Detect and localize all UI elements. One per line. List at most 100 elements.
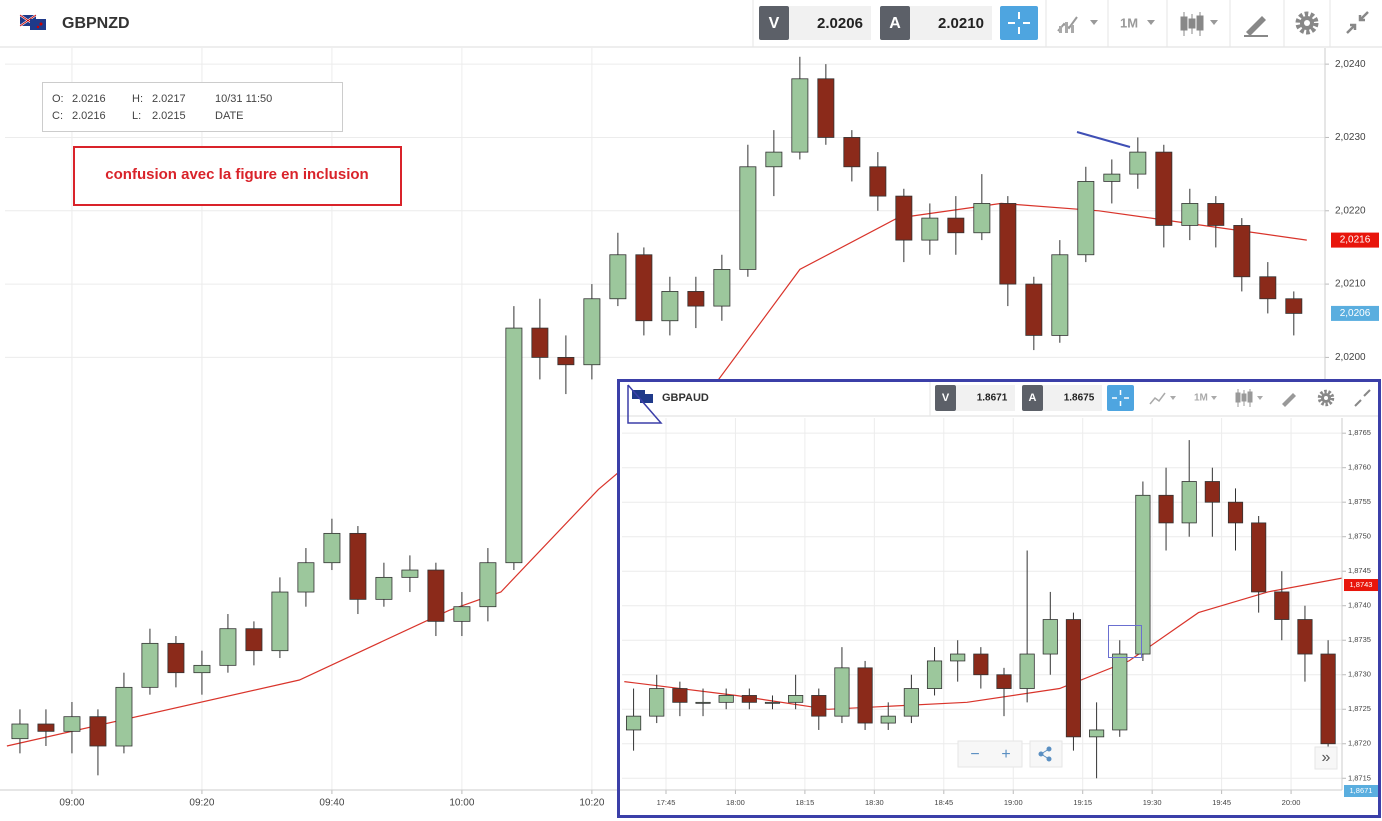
price-tag: [1344, 579, 1378, 592]
zoom-group: [957, 740, 1023, 768]
x-tick-label: 19:00: [1004, 798, 1023, 807]
inset-indicators-button[interactable]: [1149, 392, 1166, 405]
candle-body-up: [791, 78, 809, 153]
candle-body-up: [788, 695, 804, 703]
candle-body-down: [1025, 283, 1043, 336]
candle-body-down: [1274, 591, 1290, 620]
settings-button[interactable]: [1295, 11, 1319, 35]
ask-button[interactable]: [880, 6, 910, 40]
annotation-text: confusion avec la figure en inclusion: [105, 166, 368, 183]
candle-body-down: [1233, 225, 1251, 278]
trend-line[interactable]: [1076, 131, 1131, 148]
inset-settings-button[interactable]: [1317, 389, 1335, 407]
candle-body-up: [973, 203, 991, 234]
bid-box[interactable]: [789, 6, 871, 40]
moving-average: [6, 202, 1307, 747]
zoom-in[interactable]: +: [1001, 746, 1010, 763]
inset-bid-box[interactable]: [956, 385, 1015, 411]
x-tick-label: 18:00: [726, 798, 745, 807]
candle-body-down: [167, 642, 185, 674]
x-tick-label: 19:30: [1143, 798, 1162, 807]
candle-body-up: [713, 269, 731, 307]
zoom-out[interactable]: −: [970, 746, 979, 763]
candle-body-up: [479, 562, 497, 608]
candle-body-down: [687, 291, 705, 307]
candle-body-up: [1103, 173, 1121, 182]
candle-body-down: [1158, 494, 1174, 524]
main-chart: 2,0240 2,0230 2,0220 2,0210 2,0200 09:00 09:20…: [5, 48, 1379, 809]
inset-chart-type-button[interactable]: [1235, 389, 1263, 407]
plot-area: [6, 56, 1307, 776]
candle-body-down: [635, 254, 653, 322]
candle-body-down: [37, 723, 55, 732]
flag: [19, 14, 46, 30]
plot-area: [624, 440, 1342, 779]
candle-body-up: [926, 660, 943, 689]
x-tick-label: 18:30: [865, 798, 884, 807]
y-tick-label: 1,8730: [1348, 670, 1371, 679]
draw-button[interactable]: [1244, 16, 1268, 37]
candle-body-up: [505, 327, 523, 564]
candle-body-down: [895, 195, 913, 241]
y-tick-label: 1,8745: [1348, 566, 1371, 575]
bid-button[interactable]: [759, 6, 789, 40]
expand-box: [1314, 746, 1338, 770]
candle-body-up: [739, 166, 757, 270]
minimize-button[interactable]: [1346, 11, 1369, 34]
ask-box[interactable]: [910, 6, 992, 40]
x-tick-label: 09:40: [319, 798, 344, 809]
candle-body-down: [1207, 203, 1225, 226]
candle-body-up: [297, 562, 315, 593]
candle-body-up: [880, 715, 896, 724]
inset-controls: − + »: [957, 740, 1338, 770]
candle-body-down: [672, 688, 688, 703]
candle-body-up: [1112, 653, 1128, 731]
candle-body-down: [857, 667, 873, 724]
candle-body-up: [1129, 151, 1147, 175]
y-tick-label: 2,0220: [1335, 205, 1366, 216]
candle-body-up: [764, 701, 781, 704]
y-tick-label: 1,8735: [1348, 635, 1371, 644]
candle-body-up: [921, 217, 939, 241]
crosshair-button[interactable]: [1000, 6, 1038, 40]
candle-body-up: [1042, 619, 1058, 655]
inset-minimize-button[interactable]: [1354, 389, 1371, 407]
inset-draw-button[interactable]: [1282, 393, 1296, 407]
candle-body-down: [741, 695, 757, 703]
y-tick-label: 1,8750: [1348, 532, 1371, 541]
moving-average: [624, 577, 1342, 710]
inset-bid-price: 1.8671: [977, 393, 1008, 404]
ohlc-frame: [42, 82, 343, 132]
x-tick-label: 10:20: [579, 798, 604, 809]
candle-body-up: [1181, 203, 1199, 226]
candle-body-up: [1089, 729, 1105, 738]
inset-bid-button[interactable]: [935, 385, 956, 411]
candle-body-down: [1259, 276, 1277, 300]
candle-body-up: [950, 653, 966, 662]
price-tag: [1331, 305, 1379, 321]
candle-body-down: [427, 569, 445, 622]
chart-type-button[interactable]: [1180, 12, 1218, 36]
candle-body-down: [1285, 298, 1303, 314]
indicators-button[interactable]: [1057, 16, 1098, 33]
date-label: DATE: [215, 110, 244, 122]
inset-ask-button[interactable]: [1022, 385, 1043, 411]
inset-timeframe[interactable]: 1M: [1194, 393, 1208, 404]
candle-body-down: [245, 628, 263, 652]
scroll-right[interactable]: »: [1322, 749, 1331, 766]
inset-ask-box[interactable]: [1043, 385, 1102, 411]
candle-body-down: [1155, 151, 1173, 226]
candle-body-down: [947, 217, 965, 234]
y-tick-label: 1,8715: [1348, 773, 1371, 782]
ohlc-box: O: 2.0216 H: 2.0217 10/31 11:50 C: 2.021…: [42, 82, 343, 132]
price-tag-label: 1,8743: [1350, 580, 1373, 589]
inset-crosshair-button[interactable]: [1107, 385, 1134, 411]
toolbar: GBPNZD V 2.0206 A 2.0210 1M: [0, 0, 1382, 48]
inset-highlight[interactable]: [1108, 625, 1142, 658]
candle-body-up: [583, 298, 601, 366]
share-button[interactable]: [1029, 740, 1063, 768]
timeframe[interactable]: 1M: [1120, 15, 1138, 30]
candle-body-down: [843, 137, 861, 168]
